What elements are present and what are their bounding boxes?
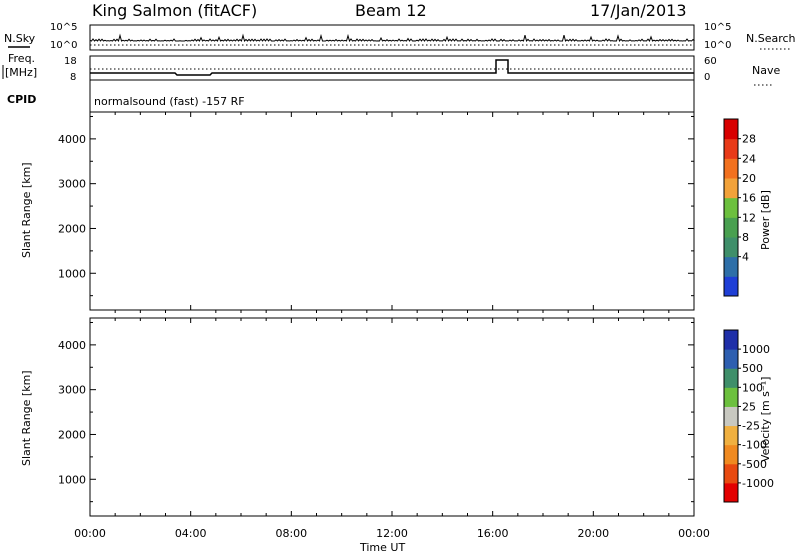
nsearch-ytick-bottom: 10^0	[704, 40, 731, 51]
freq-label: Freq.	[8, 52, 35, 65]
date-title: 17/Jan/2013	[590, 1, 687, 20]
nave-ytick-bottom: 0	[704, 72, 710, 83]
power-ylabel: Slant Range [km]	[20, 162, 33, 258]
power-panel-frame	[89, 111, 695, 311]
nsky-panel: 10^5 10^0 10^5 10^0	[50, 22, 731, 51]
nsearch-label: N.Search	[746, 32, 796, 45]
freq-line	[90, 59, 694, 76]
freq-panel-frame	[89, 55, 695, 81]
station-title: King Salmon (fitACF)	[92, 1, 257, 20]
nave-ytick-top: 60	[704, 56, 717, 67]
nave-label: Nave	[752, 64, 780, 77]
y-tick-label: 1000	[58, 267, 86, 280]
cpid-label: CPID	[7, 93, 36, 106]
nsearch-ytick-top: 10^5	[704, 22, 731, 33]
beam-title: Beam 12	[355, 1, 427, 20]
freq-panel: 18 8 60 0	[64, 55, 717, 83]
y-tick-label: 2000	[58, 222, 86, 235]
nsky-ytick-bottom: 10^0	[50, 40, 77, 51]
cpid-row: normalsound (fast) -157 RF	[89, 80, 695, 112]
power-panel: 4000 3000 2000 1000 Slant Range [km]	[20, 111, 695, 311]
freq-ytick-bottom: 8	[70, 72, 76, 83]
nsky-label: N.Sky	[4, 32, 36, 45]
freq-unit-label: [MHz]	[5, 66, 37, 79]
freq-ytick-top: 18	[64, 56, 77, 67]
nsky-ytick-top: 10^5	[50, 22, 77, 33]
cpid-text: normalsound (fast) -157 RF	[94, 95, 245, 108]
y-tick-label: 4000	[58, 133, 86, 146]
nsky-panel-frame	[89, 24, 695, 51]
nsky-line	[89, 33, 695, 43]
y-tick-label: 3000	[58, 178, 86, 191]
